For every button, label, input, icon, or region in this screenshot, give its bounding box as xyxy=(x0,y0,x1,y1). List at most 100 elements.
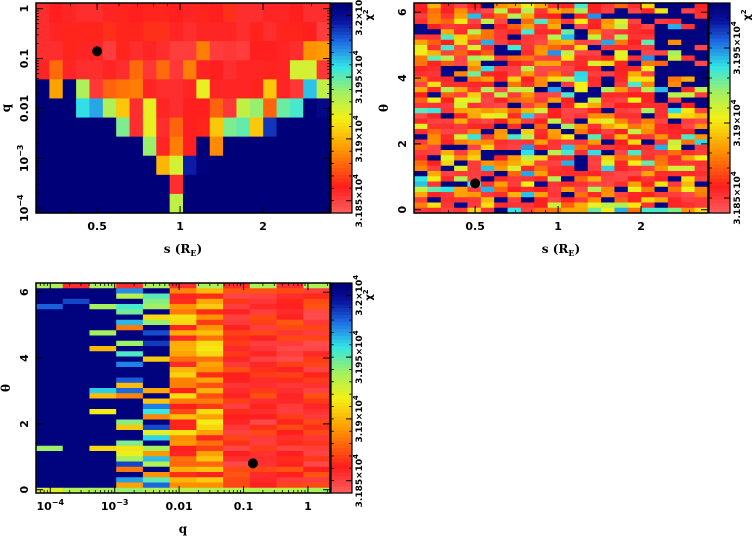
heatmap-cell xyxy=(196,372,224,379)
heatmap-cell xyxy=(494,171,509,177)
heatmap-cell xyxy=(427,66,442,72)
heatmap-cell xyxy=(694,186,709,193)
heatmap-cell xyxy=(547,155,562,162)
heatmap-cell xyxy=(116,372,144,379)
heatmap-cell xyxy=(681,29,696,36)
heatmap-cell xyxy=(681,71,696,78)
heatmap-cell xyxy=(574,97,589,104)
heatmap-cell xyxy=(116,367,144,373)
heatmap-cell xyxy=(142,193,157,214)
colorbar-tick-label: 3.19×104 xyxy=(352,115,365,162)
heatmap-cell xyxy=(654,118,669,125)
heatmap-cell xyxy=(507,123,522,130)
heatmap-cell xyxy=(209,3,224,23)
heatmap-cell xyxy=(507,197,522,204)
heatmap-cell xyxy=(534,3,549,9)
heatmap-cell xyxy=(681,108,696,114)
heatmap-cell xyxy=(223,79,238,100)
colorbar-swatch xyxy=(331,398,352,403)
colorbar-swatch xyxy=(709,206,730,211)
heatmap-cell xyxy=(169,466,197,473)
heatmap-cell xyxy=(196,409,224,415)
heatmap-cell xyxy=(62,440,91,447)
heatmap-cell xyxy=(654,102,669,109)
heatmap-cell xyxy=(142,419,171,426)
heatmap-cell xyxy=(169,430,197,436)
heatmap-cell xyxy=(276,461,304,468)
heatmap-cell xyxy=(627,76,642,83)
heatmap-cell xyxy=(249,445,278,452)
heatmap-cell xyxy=(169,319,197,326)
heatmap-cell xyxy=(169,304,197,310)
heatmap-cell xyxy=(62,356,91,363)
heatmap-cell xyxy=(480,71,495,78)
heatmap-cell xyxy=(303,60,318,80)
colorbar-swatch xyxy=(331,45,352,50)
heatmap-cell xyxy=(601,45,616,51)
heatmap-cell xyxy=(303,451,331,457)
heatmap-cell xyxy=(249,472,278,478)
heatmap-cell xyxy=(276,346,304,352)
heatmap-cell xyxy=(89,293,117,300)
colorbar-swatch xyxy=(331,412,352,417)
colorbar-swatch xyxy=(331,150,352,155)
heatmap-cell xyxy=(62,136,77,157)
heatmap-cell xyxy=(249,79,264,100)
heatmap-cell xyxy=(440,186,455,193)
heatmap-cell xyxy=(667,108,682,114)
heatmap-cell xyxy=(62,456,91,463)
heatmap-cell xyxy=(520,207,535,214)
heatmap-cell xyxy=(263,41,278,61)
heatmap-cell xyxy=(289,193,304,214)
heatmap-cell xyxy=(480,123,495,130)
colorbar-swatch xyxy=(331,444,352,449)
heatmap-cell xyxy=(263,155,278,176)
heatmap-cell xyxy=(427,129,442,135)
heatmap-cell xyxy=(303,3,318,23)
colorbar-swatch xyxy=(331,178,352,183)
heatmap-cell xyxy=(614,13,629,20)
heatmap-cell xyxy=(142,293,171,300)
heatmap-cell xyxy=(263,193,278,214)
heatmap-cell xyxy=(440,181,455,188)
heatmap-cell xyxy=(276,314,304,321)
colorbar-swatch xyxy=(331,447,352,452)
heatmap-cell xyxy=(427,181,442,188)
y-tick-label: 10−4 xyxy=(16,194,31,222)
heatmap-cell xyxy=(223,356,251,363)
colorbar-swatch xyxy=(331,458,352,463)
heatmap-cell xyxy=(587,66,602,72)
heatmap-cell xyxy=(587,60,602,67)
colorbar-swatch xyxy=(709,104,730,109)
best-fit-marker xyxy=(247,458,258,469)
heatmap-cell xyxy=(534,60,549,67)
heatmap-cell xyxy=(654,8,669,15)
colorbar-swatch xyxy=(331,461,352,466)
colorbar-swatch xyxy=(331,136,352,141)
heatmap-cell xyxy=(534,197,549,204)
heatmap-cell xyxy=(547,71,562,78)
heatmap-cell xyxy=(601,29,616,36)
heatmap-cell xyxy=(561,81,575,88)
heatmap-cell xyxy=(427,81,442,88)
heatmap-cell xyxy=(116,193,131,214)
heatmap-cell xyxy=(601,123,616,130)
heatmap-cell xyxy=(142,372,171,379)
heatmap-cell xyxy=(89,346,117,352)
heatmap-cell xyxy=(303,461,331,468)
heatmap-cell xyxy=(641,13,656,20)
heatmap-cell xyxy=(547,24,562,30)
heatmap-cell xyxy=(142,461,171,468)
heatmap-cell xyxy=(614,181,629,188)
heatmap-cell xyxy=(654,207,669,214)
colorbar-swatch xyxy=(331,433,352,438)
heatmap-cell xyxy=(142,309,171,316)
heatmap-cell xyxy=(276,414,304,421)
heatmap-cell xyxy=(641,150,656,156)
heatmap-cell xyxy=(467,45,482,51)
heatmap-cell xyxy=(574,202,589,209)
heatmap-cell xyxy=(303,456,331,463)
heatmap-cell xyxy=(142,136,157,157)
heatmap-cell xyxy=(694,87,709,93)
heatmap-cell xyxy=(601,34,616,41)
